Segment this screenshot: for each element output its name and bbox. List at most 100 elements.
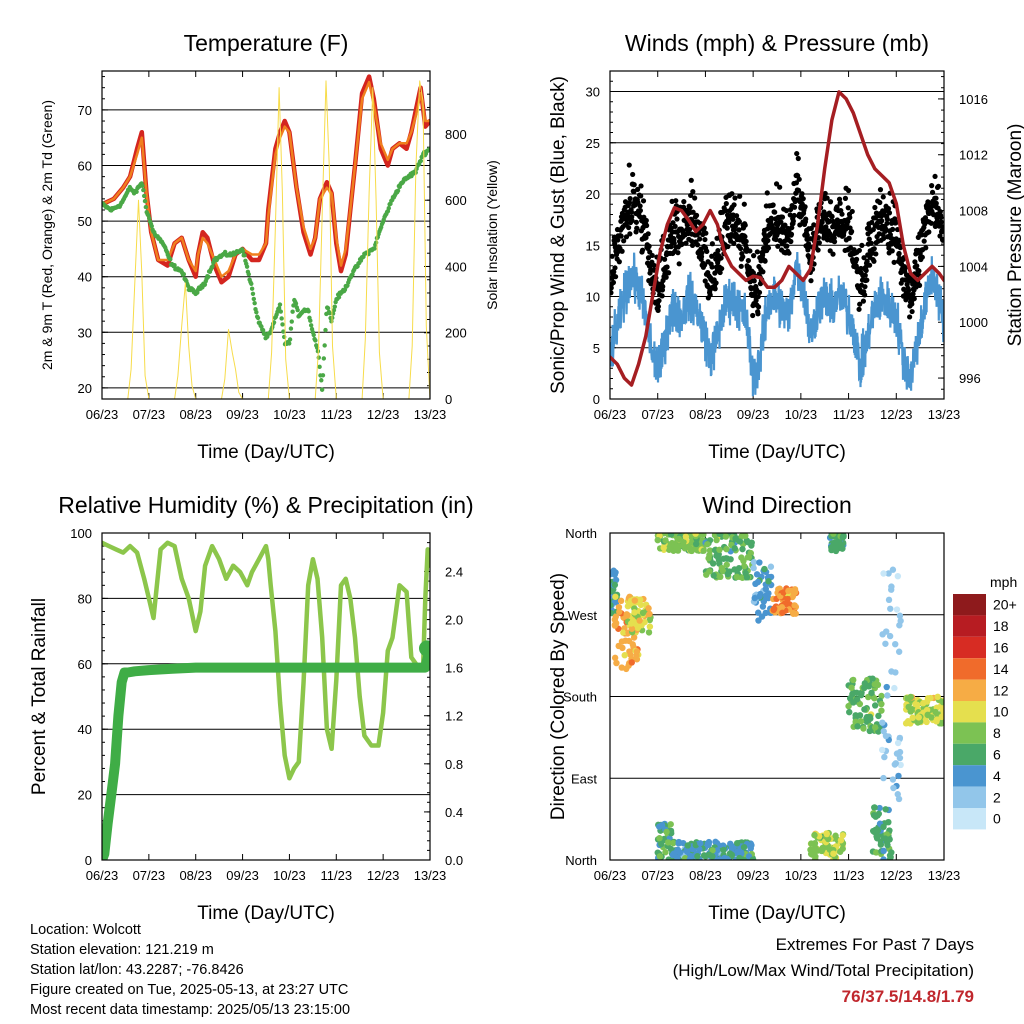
gust-point bbox=[633, 219, 639, 225]
gust-point bbox=[626, 162, 632, 168]
direction-ylabel: Direction (Colored By Speed) bbox=[548, 573, 569, 820]
direction-point bbox=[750, 564, 757, 572]
humidity-frame bbox=[101, 532, 431, 861]
direction-point bbox=[716, 856, 724, 860]
winds-y2tick-label: 1008 bbox=[959, 204, 988, 219]
direction-point bbox=[673, 543, 680, 551]
direction-point bbox=[832, 832, 839, 839]
direction-point bbox=[654, 536, 661, 544]
td2m-point bbox=[149, 223, 154, 229]
gust-point bbox=[689, 242, 696, 248]
direction-point bbox=[736, 854, 743, 860]
td2m-point bbox=[134, 189, 139, 195]
gust-point bbox=[688, 192, 694, 199]
temperature-y2tick-label: 200 bbox=[445, 326, 467, 341]
winds-ylabel: Sonic/Prop Wind & Gust (Blue, Black) bbox=[548, 76, 569, 394]
direction-point bbox=[631, 609, 638, 616]
gust-point bbox=[786, 250, 792, 256]
gust-point bbox=[919, 254, 925, 260]
direction-point bbox=[612, 576, 620, 584]
winds-y2label: Station Pressure (Maroon) bbox=[1005, 124, 1024, 347]
gust-point bbox=[808, 278, 814, 284]
direction-point bbox=[883, 628, 890, 635]
winds-xtick-label: 12/23 bbox=[880, 407, 913, 422]
direction-point bbox=[662, 849, 669, 856]
gust-point bbox=[693, 212, 700, 218]
direction-legend-swatch bbox=[953, 594, 986, 616]
gust-point bbox=[626, 200, 633, 206]
gust-point bbox=[777, 184, 783, 190]
gust-point bbox=[651, 262, 657, 269]
gust-point bbox=[795, 187, 802, 194]
direction-point bbox=[882, 640, 889, 647]
direction-point bbox=[896, 612, 904, 619]
gust-point bbox=[664, 264, 670, 270]
gust-point bbox=[784, 243, 790, 249]
gust-point bbox=[867, 262, 873, 268]
direction-point bbox=[617, 597, 625, 605]
direction-point bbox=[893, 606, 901, 613]
direction-point bbox=[830, 850, 837, 857]
direction-point bbox=[882, 806, 889, 813]
td2m-point bbox=[313, 338, 318, 343]
gust-point bbox=[638, 193, 644, 199]
gust-point bbox=[796, 176, 802, 182]
direction-point bbox=[858, 689, 865, 696]
direction-point bbox=[934, 693, 941, 701]
gust-point bbox=[856, 247, 862, 254]
direction-point bbox=[645, 605, 652, 612]
direction-point bbox=[895, 795, 903, 803]
direction-point bbox=[880, 570, 887, 577]
direction-point bbox=[663, 828, 670, 836]
gust-point bbox=[688, 238, 695, 244]
direction-point bbox=[767, 563, 775, 570]
gust-point bbox=[694, 242, 701, 248]
td2m-point bbox=[350, 272, 355, 277]
direction-point bbox=[808, 840, 815, 847]
gust-point bbox=[800, 196, 806, 202]
direction-point bbox=[846, 708, 853, 716]
direction-point bbox=[839, 832, 847, 839]
gust-point bbox=[724, 225, 730, 231]
gust-point bbox=[791, 204, 798, 210]
gust-point bbox=[688, 177, 694, 183]
td2m-point bbox=[321, 356, 327, 361]
gust-point bbox=[690, 209, 696, 215]
gust-point bbox=[626, 224, 632, 231]
direction-point bbox=[620, 629, 627, 636]
direction-point bbox=[778, 604, 786, 611]
direction-legend-unit: mph bbox=[990, 574, 1017, 590]
direction-point bbox=[785, 587, 792, 595]
direction-point bbox=[891, 684, 898, 692]
td2m-point bbox=[277, 302, 283, 307]
winds-y2tick-label: 1016 bbox=[959, 92, 988, 107]
direction-point bbox=[923, 698, 931, 705]
gust-point bbox=[845, 218, 851, 225]
td2m-point bbox=[244, 264, 250, 269]
direction-point bbox=[761, 565, 768, 573]
gust-point bbox=[610, 279, 617, 286]
gust-point bbox=[791, 212, 797, 219]
gust-point bbox=[637, 203, 643, 209]
winds-ytick-label: 25 bbox=[586, 136, 600, 151]
gust-point bbox=[884, 220, 890, 226]
direction-point bbox=[751, 594, 758, 602]
direction-point bbox=[923, 718, 930, 726]
gust-point bbox=[805, 241, 812, 247]
gust-point bbox=[879, 218, 885, 224]
gust-point bbox=[799, 191, 805, 197]
direction-point bbox=[670, 839, 677, 847]
gust-point bbox=[621, 238, 627, 244]
direction-point bbox=[880, 774, 887, 782]
gust-point bbox=[637, 207, 644, 214]
gust-point bbox=[901, 286, 907, 292]
direction-point bbox=[646, 610, 653, 618]
td2m-point bbox=[323, 327, 328, 333]
gust-point bbox=[923, 245, 929, 251]
temperature-xtick-label: 12/23 bbox=[367, 407, 400, 422]
direction-point bbox=[684, 842, 692, 849]
temperature-xtick-label: 10/23 bbox=[273, 407, 306, 422]
humidity-ytick-label: 0 bbox=[85, 853, 92, 868]
humidity-xtick-label: 06/23 bbox=[86, 868, 119, 883]
direction-point bbox=[854, 723, 861, 730]
